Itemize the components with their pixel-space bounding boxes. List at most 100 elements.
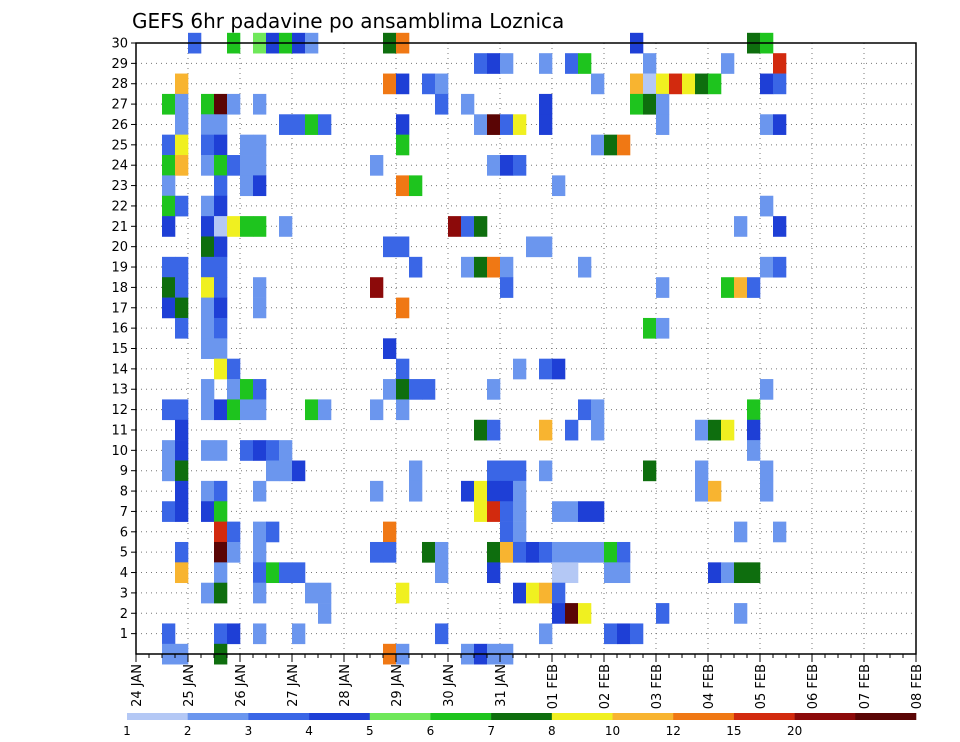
heatmap-cell	[487, 256, 501, 278]
heatmap-cell	[214, 155, 228, 176]
heatmap-cell	[214, 277, 228, 298]
heatmap-cell	[747, 277, 761, 298]
heatmap-cell	[747, 399, 761, 421]
heatmap-cell	[214, 317, 228, 339]
heatmap-cell	[474, 256, 488, 278]
y-tick-label: 4	[120, 566, 128, 581]
x-tick-label: 02 FEB	[598, 664, 613, 709]
heatmap-cell	[253, 399, 267, 421]
heatmap-cell	[253, 541, 267, 563]
heatmap-cell	[630, 73, 644, 95]
heatmap-cell	[396, 582, 410, 604]
colorbar-swatch	[491, 713, 553, 720]
colorbar-swatch	[673, 713, 735, 720]
heatmap-cell	[500, 256, 514, 278]
heatmap-cell	[643, 73, 657, 95]
heatmap-cell	[227, 155, 241, 176]
heatmap-cell	[409, 256, 423, 278]
heatmap-cell	[201, 582, 215, 604]
heatmap-cell	[656, 114, 670, 135]
heatmap-cell	[604, 134, 618, 156]
heatmap-cell	[643, 317, 657, 339]
x-tick-label: 01 FEB	[546, 664, 561, 709]
heatmap-cell	[409, 175, 423, 197]
heatmap-cell	[253, 175, 267, 197]
heatmap-cell	[214, 440, 228, 461]
x-tick-label: 30 JAN	[442, 664, 457, 707]
heatmap-cell	[214, 114, 228, 135]
heatmap-cell	[175, 73, 189, 95]
heatmap-cell	[500, 460, 514, 482]
y-tick-label: 15	[111, 342, 128, 357]
heatmap-cell	[240, 379, 254, 400]
heatmap-cell	[240, 155, 254, 176]
heatmap-cell	[500, 521, 514, 543]
heatmap-cell	[175, 419, 189, 441]
heatmap-cell	[383, 73, 397, 95]
heatmap-cell	[266, 562, 280, 584]
colorbar-label: 1	[123, 724, 131, 738]
y-tick-label: 5	[120, 546, 128, 561]
heatmap-cell	[162, 93, 176, 115]
heatmap-cell	[253, 379, 267, 400]
heatmap-cell	[539, 460, 553, 482]
heatmap-cell	[734, 603, 748, 624]
heatmap-cell	[279, 114, 293, 135]
heatmap-cell	[435, 623, 449, 645]
heatmap-cell	[617, 562, 631, 584]
heatmap-cell	[565, 541, 579, 563]
heatmap-cell	[656, 93, 670, 115]
heatmap-cell	[292, 460, 306, 482]
heatmap-cell	[695, 73, 709, 95]
heatmap-cell	[760, 379, 774, 400]
heatmap-cell	[396, 134, 410, 156]
heatmap-cell	[591, 399, 605, 421]
heatmap-cell	[292, 562, 306, 584]
heatmap-cell	[227, 358, 241, 380]
heatmap-cell	[773, 216, 787, 237]
heatmap-cell	[591, 419, 605, 441]
y-tick-label: 26	[111, 118, 128, 133]
y-tick-label: 24	[111, 159, 128, 174]
heatmap-cell	[396, 73, 410, 95]
heatmap-cell	[461, 93, 475, 115]
heatmap-cell	[253, 297, 267, 319]
heatmap-cell	[318, 114, 332, 135]
heatmap-cell	[552, 541, 566, 563]
heatmap-cell	[734, 562, 748, 584]
heatmap-cell	[513, 521, 527, 543]
colorbar-swatch	[187, 713, 249, 720]
colorbar-swatch	[733, 713, 795, 720]
heatmap-cell	[162, 501, 176, 522]
heatmap-cell	[253, 562, 267, 584]
heatmap-cell	[240, 440, 254, 461]
heatmap-cell	[253, 582, 267, 604]
heatmap-cell	[201, 256, 215, 278]
heatmap-cell	[422, 541, 436, 563]
heatmap-cell	[253, 216, 267, 237]
heatmap-cell	[266, 460, 280, 482]
colorbar-label: 5	[366, 724, 374, 738]
heatmap-cell	[461, 216, 475, 237]
heatmap-cell	[240, 216, 254, 237]
heatmap-cell	[318, 399, 332, 421]
heatmap-cell	[721, 277, 735, 298]
colorbar-label: 12	[666, 724, 681, 738]
y-axis-ticks: 1234567891011121314151617181920212223242…	[111, 37, 136, 642]
heatmap-cell	[513, 460, 527, 482]
heatmap-cell	[422, 73, 436, 95]
heatmap-cell	[227, 541, 241, 563]
colorbar-swatch	[855, 713, 917, 720]
heatmap-cell	[201, 297, 215, 319]
heatmap-cell	[773, 521, 787, 543]
heatmap-cell	[253, 440, 267, 461]
heatmap-cell	[383, 379, 397, 400]
heatmap-cell	[201, 236, 215, 258]
heatmap-cell	[539, 419, 553, 441]
heatmap-cell	[578, 603, 592, 624]
colorbar-label: 8	[548, 724, 556, 738]
heatmap-cell	[253, 93, 267, 115]
heatmap-cell	[396, 379, 410, 400]
heatmap-cell	[201, 216, 215, 237]
heatmap-cell	[435, 541, 449, 563]
